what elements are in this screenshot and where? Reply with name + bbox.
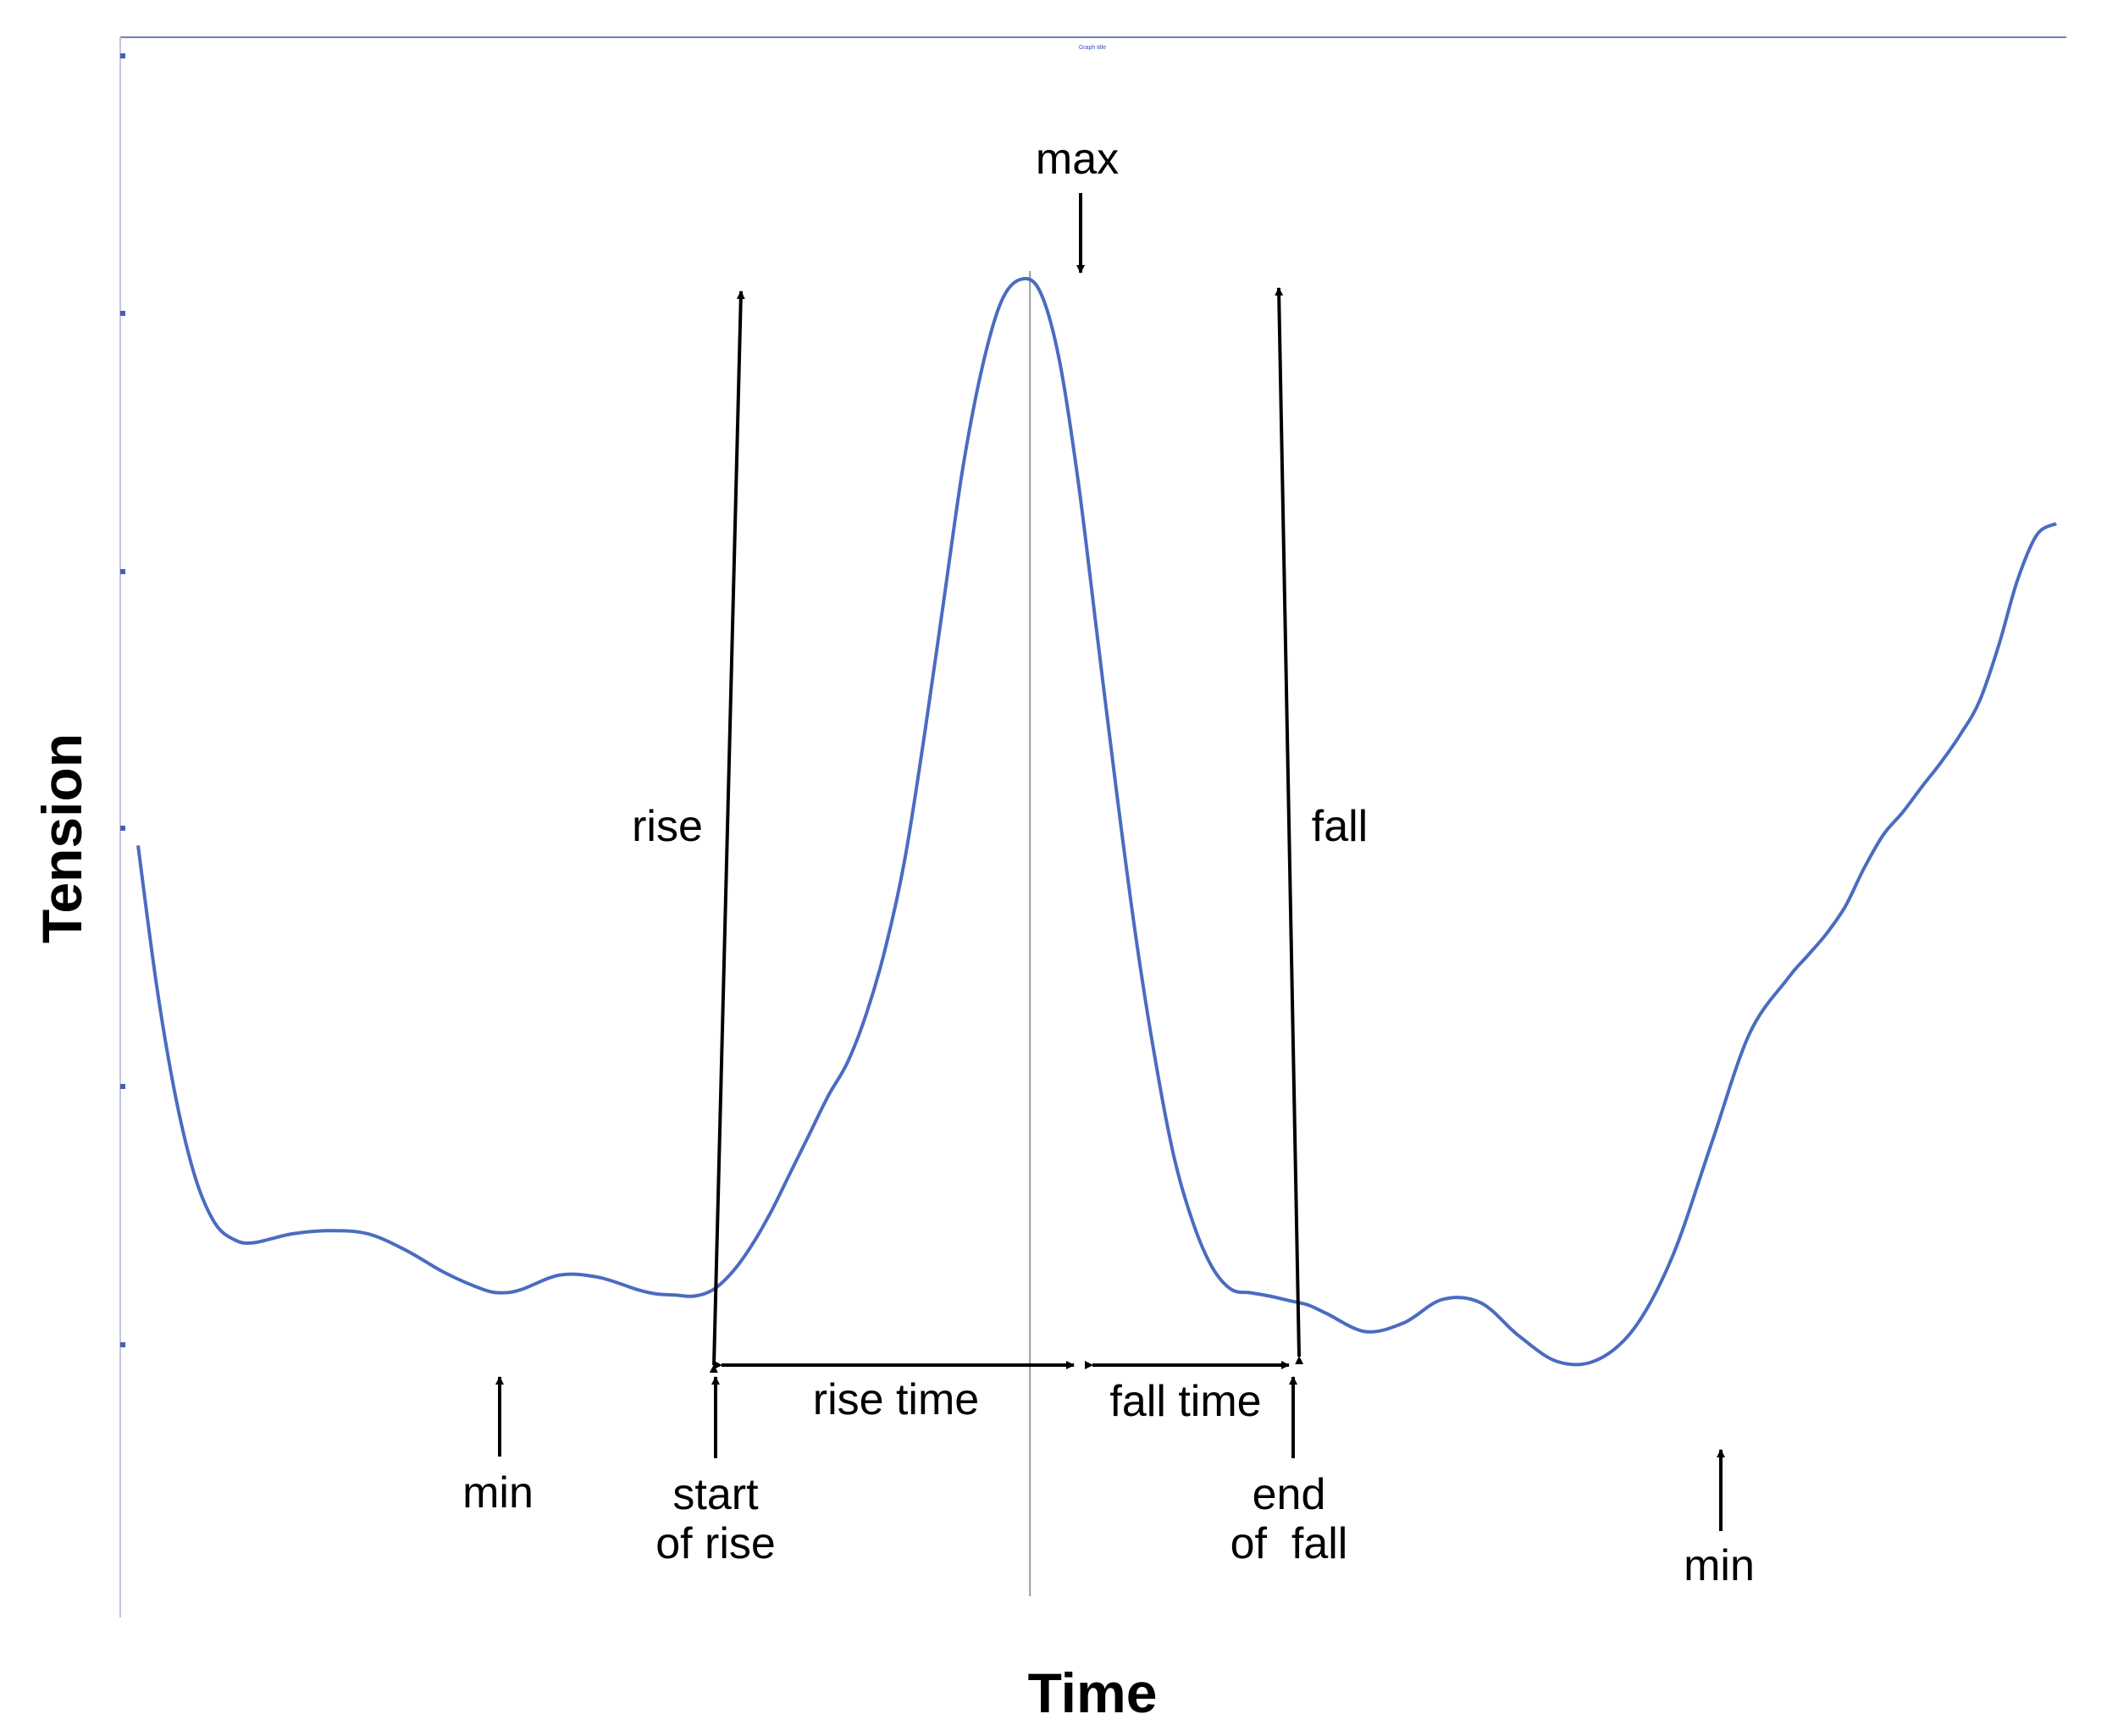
- start-of-rise-label-line2: of rise: [655, 1519, 776, 1568]
- fall-arrow: [1275, 287, 1304, 1365]
- y-tick-mark: [120, 53, 125, 58]
- rise-arrow: [709, 290, 745, 1374]
- rise-label: rise: [632, 802, 703, 851]
- end-of-fall-label-line2: of fall: [1230, 1519, 1348, 1568]
- min-left-label: min: [462, 1468, 534, 1518]
- end-of-fall-label-line1: end: [1253, 1470, 1326, 1519]
- x-axis-title: Time: [1028, 1661, 1158, 1724]
- fall-label: fall: [1312, 802, 1368, 851]
- tension-series-line: [136, 276, 2057, 1367]
- y-tick-mark: [120, 1084, 125, 1089]
- start-of-rise-label-line1: start: [672, 1470, 759, 1519]
- y-tick-mark: [120, 1342, 125, 1347]
- top-tiny-label: Graph title: [1079, 45, 1106, 51]
- min-right-label: min: [1684, 1541, 1755, 1590]
- y-tick-mark: [120, 569, 125, 574]
- y-tick-mark: [120, 311, 125, 316]
- y-axis-ticks: [120, 53, 125, 1347]
- y-axis-title: Tension: [30, 733, 93, 943]
- rise-time-label: rise time: [813, 1375, 979, 1424]
- max-label: max: [1036, 135, 1119, 184]
- y-tick-mark: [120, 826, 125, 831]
- fall-time-label: fall time: [1109, 1377, 1261, 1426]
